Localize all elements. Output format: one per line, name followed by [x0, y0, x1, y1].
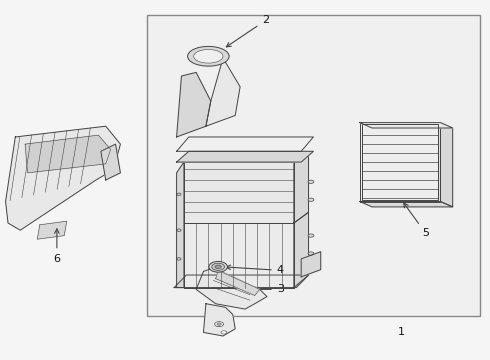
- Ellipse shape: [308, 252, 314, 255]
- Polygon shape: [176, 72, 211, 137]
- Ellipse shape: [194, 49, 223, 63]
- Polygon shape: [360, 202, 453, 207]
- Ellipse shape: [215, 321, 223, 327]
- Ellipse shape: [212, 263, 224, 270]
- Polygon shape: [37, 221, 67, 239]
- Polygon shape: [176, 137, 314, 151]
- Text: 1: 1: [398, 327, 405, 337]
- Polygon shape: [5, 126, 121, 230]
- Ellipse shape: [188, 46, 229, 66]
- Ellipse shape: [177, 229, 181, 231]
- Polygon shape: [101, 144, 121, 180]
- Ellipse shape: [177, 258, 181, 260]
- Text: 6: 6: [53, 229, 60, 264]
- Text: 5: 5: [404, 203, 429, 238]
- Ellipse shape: [308, 198, 314, 201]
- Polygon shape: [294, 212, 309, 288]
- Polygon shape: [360, 123, 453, 128]
- Text: 4: 4: [226, 265, 284, 275]
- Polygon shape: [25, 135, 111, 173]
- Polygon shape: [206, 58, 240, 126]
- Ellipse shape: [177, 193, 181, 195]
- Bar: [362, 125, 438, 200]
- Text: 2: 2: [226, 15, 269, 47]
- Ellipse shape: [221, 331, 227, 334]
- Polygon shape: [174, 275, 309, 288]
- Polygon shape: [441, 123, 453, 207]
- Polygon shape: [176, 162, 184, 288]
- Ellipse shape: [215, 265, 221, 269]
- Polygon shape: [184, 162, 294, 223]
- Polygon shape: [184, 223, 294, 288]
- Bar: [147, 15, 480, 316]
- Text: 3: 3: [251, 284, 284, 294]
- Polygon shape: [196, 268, 267, 309]
- Ellipse shape: [209, 261, 227, 272]
- Ellipse shape: [308, 180, 314, 183]
- Polygon shape: [216, 270, 260, 296]
- Polygon shape: [176, 151, 314, 162]
- Polygon shape: [294, 155, 309, 223]
- Polygon shape: [360, 123, 441, 202]
- Ellipse shape: [308, 234, 314, 237]
- Ellipse shape: [217, 323, 221, 325]
- Polygon shape: [203, 304, 235, 336]
- Polygon shape: [301, 252, 321, 277]
